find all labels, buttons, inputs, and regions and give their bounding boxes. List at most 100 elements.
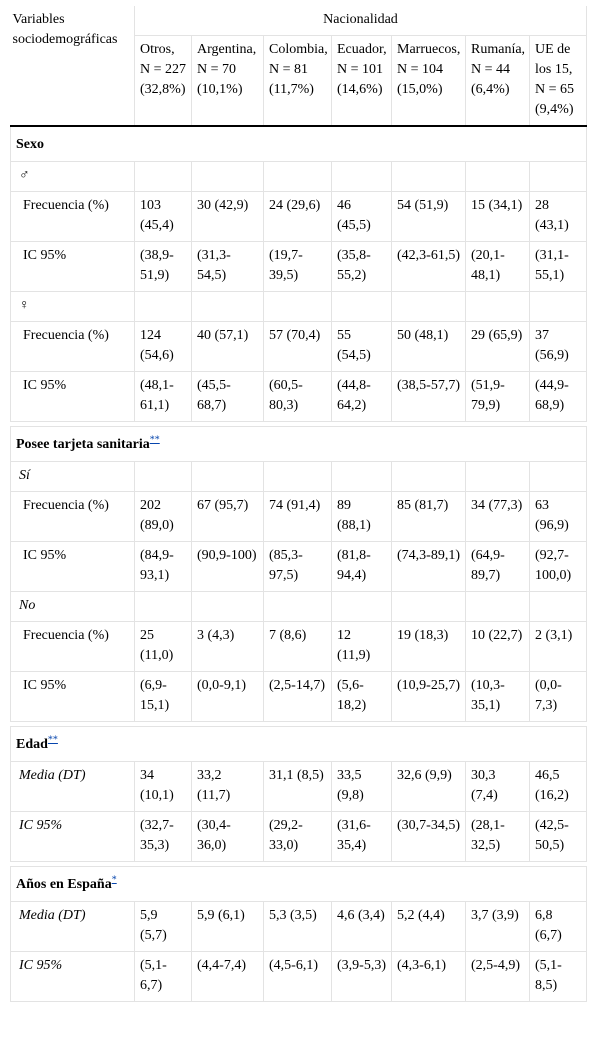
cell: (90,9-100) — [191, 541, 264, 592]
data-table: Variables sociodemográficas Nacionalidad… — [10, 6, 587, 1002]
cell: (92,7-100,0) — [529, 541, 587, 592]
cell: 85 (81,7) — [391, 491, 466, 542]
data-row: IC 95% (5,1-6,7) (4,4-7,4) (4,5-6,1) (3,9-5,… — [10, 951, 587, 1002]
cell: (10,9-25,7) — [391, 671, 466, 722]
cell: 89 (88,1) — [331, 491, 392, 542]
cell: 32,6 (9,9) — [391, 761, 466, 812]
group-header: Nacionalidad — [134, 6, 587, 36]
cell: 33,2 (11,7) — [191, 761, 264, 812]
cell: (31,6-35,4) — [331, 811, 392, 862]
row-label: IC 95% — [10, 951, 135, 1002]
cell: (4,4-7,4) — [191, 951, 264, 1002]
empty-cell — [529, 461, 587, 492]
empty-cell — [263, 161, 332, 192]
row-label: Media (DT) — [10, 761, 135, 812]
cell: 202 (89,0) — [134, 491, 192, 542]
cell: 5,9 (6,1) — [191, 901, 264, 952]
cell: 74 (91,4) — [263, 491, 332, 542]
cell: 34 (77,3) — [465, 491, 530, 542]
cell: 30,3 (7,4) — [465, 761, 530, 812]
footnote-link[interactable]: ** — [149, 434, 160, 446]
cell: (44,8-64,2) — [331, 371, 392, 422]
row-label: IC 95% — [10, 811, 135, 862]
cell: 33,5 (9,8) — [331, 761, 392, 812]
column-header: UE de los 15, N = 65 (9,4%) — [529, 35, 587, 127]
empty-cell — [331, 161, 392, 192]
section-row: Posee tarjeta sanitaria** — [10, 426, 587, 462]
empty-cell — [529, 591, 587, 622]
cell: 50 (48,1) — [391, 321, 466, 372]
cell: 55 (54,5) — [331, 321, 392, 372]
cell: (29,2-33,0) — [263, 811, 332, 862]
cell: (4,5-6,1) — [263, 951, 332, 1002]
cell: (38,9-51,9) — [134, 241, 192, 292]
group-row: No — [10, 591, 587, 622]
data-row: Frecuencia (%) 124 (54,6) 40 (57,1) 57 (70,… — [10, 321, 587, 372]
footnote-link[interactable]: * — [111, 874, 117, 886]
cell: (42,3-61,5) — [391, 241, 466, 292]
cell: 5,3 (3,5) — [263, 901, 332, 952]
row-label: Frecuencia (%) — [10, 491, 135, 542]
row-header: Variables sociodemográficas — [10, 6, 135, 127]
table-header: Variables sociodemográficas Nacionalidad… — [10, 6, 587, 127]
empty-cell — [263, 591, 332, 622]
empty-cell — [331, 461, 392, 492]
cell: 7 (8,6) — [263, 621, 332, 672]
empty-cell — [263, 291, 332, 322]
group-row: Sí — [10, 461, 587, 492]
cell: (28,1-32,5) — [465, 811, 530, 862]
cell: 4,6 (3,4) — [331, 901, 392, 952]
column-header-row: Otros, N = 227 (32,8%) Argentina, N = 70 … — [11, 35, 587, 127]
cell: 54 (51,9) — [391, 191, 466, 242]
empty-cell — [465, 161, 530, 192]
cell: (10,3-35,1) — [465, 671, 530, 722]
header-row: Variables sociodemográficas Nacionalidad — [10, 6, 587, 127]
cell: 24 (29,6) — [263, 191, 332, 242]
cell: (6,9-15,1) — [134, 671, 192, 722]
empty-cell — [331, 591, 392, 622]
section-title: Sexo — [10, 125, 587, 162]
group-row: ♂ — [10, 161, 587, 192]
row-label: IC 95% — [10, 371, 135, 422]
cell: (84,9-93,1) — [134, 541, 192, 592]
cell: (74,3-89,1) — [391, 541, 466, 592]
section-title: Posee tarjeta sanitaria** — [10, 426, 587, 462]
empty-cell — [529, 291, 587, 322]
cell: (81,8-94,4) — [331, 541, 392, 592]
column-header: Rumanía, N = 44 (6,4%) — [465, 35, 530, 127]
empty-cell — [134, 461, 192, 492]
cell: (30,7-34,5) — [391, 811, 466, 862]
cell: 63 (96,9) — [529, 491, 587, 542]
section-row: Años en España* — [10, 866, 587, 902]
row-label: Frecuencia (%) — [10, 621, 135, 672]
cell: 124 (54,6) — [134, 321, 192, 372]
cell: 19 (18,3) — [391, 621, 466, 672]
cell: (38,5-57,7) — [391, 371, 466, 422]
section-label: Edad — [16, 737, 48, 752]
cell: (44,9-68,9) — [529, 371, 587, 422]
group-label: Sí — [10, 461, 135, 492]
empty-cell — [134, 291, 192, 322]
data-row: IC 95% (38,9-51,9) (31,3-54,5) (19,7-39,5)(… — [10, 241, 587, 292]
empty-cell — [391, 591, 466, 622]
cell: 12 (11,9) — [331, 621, 392, 672]
section-label: Posee tarjeta sanitaria — [16, 437, 150, 452]
cell: 28 (43,1) — [529, 191, 587, 242]
cell: 29 (65,9) — [465, 321, 530, 372]
cell: (20,1-48,1) — [465, 241, 530, 292]
section-label: Años en España — [16, 877, 112, 892]
cell: (4,3-6,1) — [391, 951, 466, 1002]
data-row: IC 95% (84,9-93,1) (90,9-100) (85,3-97,5) (8… — [10, 541, 587, 592]
empty-cell — [465, 591, 530, 622]
cell: 5,9 (5,7) — [134, 901, 192, 952]
section-row: Sexo — [10, 125, 587, 162]
column-header: Marruecos, N = 104 (15,0%) — [391, 35, 466, 127]
section-row: Edad** — [10, 726, 587, 762]
cell: (42,5-50,5) — [529, 811, 587, 862]
row-label: IC 95% — [10, 241, 135, 292]
footnote-link[interactable]: ** — [47, 734, 58, 746]
row-label: IC 95% — [10, 541, 135, 592]
column-header: Argentina, N = 70 (10,1%) — [191, 35, 264, 127]
column-header: Ecuador, N = 101 (14,6%) — [331, 35, 392, 127]
row-label: Media (DT) — [10, 901, 135, 952]
